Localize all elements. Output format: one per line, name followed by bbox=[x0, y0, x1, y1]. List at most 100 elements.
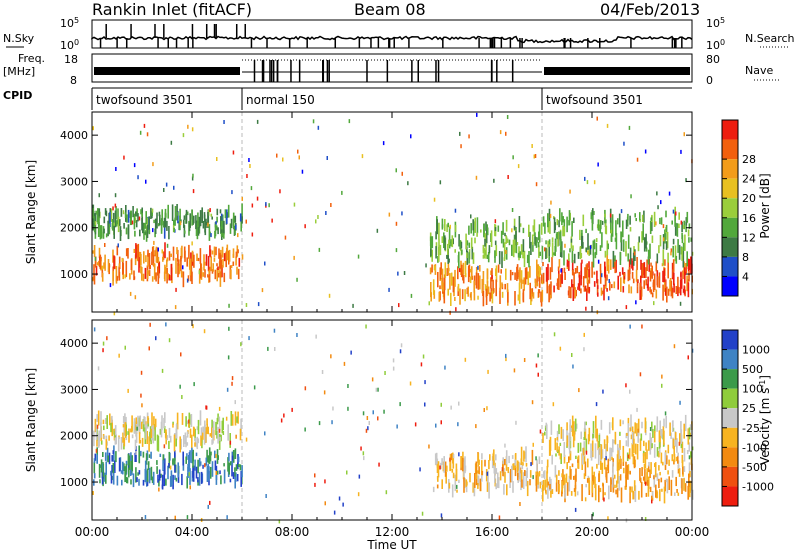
range-gate-cell bbox=[229, 223, 232, 234]
range-gate-cell bbox=[529, 231, 531, 249]
range-gate-cell bbox=[186, 278, 189, 283]
range-gate-cell bbox=[529, 479, 531, 486]
range-gate-cell bbox=[232, 248, 235, 258]
range-gate-cell bbox=[173, 227, 175, 232]
range-gate-cell bbox=[216, 157, 218, 161]
range-gate-cell bbox=[209, 245, 211, 257]
colorbar-tick-label: -25 bbox=[742, 422, 760, 435]
range-gate-cell bbox=[122, 424, 125, 428]
range-gate-cell bbox=[566, 482, 569, 496]
range-gate-cell bbox=[651, 265, 653, 279]
range-gate-cell bbox=[470, 292, 472, 301]
range-gate-cell bbox=[175, 428, 178, 439]
range-gate-cell bbox=[647, 249, 650, 265]
range-gate-cell bbox=[482, 271, 485, 285]
range-gate-cell bbox=[545, 267, 548, 282]
range-gate-cell bbox=[660, 217, 663, 225]
freq-band-2 bbox=[544, 67, 690, 75]
range-gate-cell bbox=[612, 417, 614, 431]
range-gate-cell bbox=[593, 239, 596, 250]
range-gate-cell bbox=[656, 447, 659, 457]
range-gate-cell bbox=[561, 490, 563, 497]
range-gate-cell bbox=[251, 232, 254, 237]
range-gate-cell bbox=[549, 483, 551, 490]
range-gate-cell bbox=[221, 229, 223, 233]
range-gate-cell bbox=[678, 441, 681, 446]
range-gate-cell bbox=[574, 474, 577, 490]
range-gate-cell bbox=[240, 471, 242, 487]
range-gate-cell bbox=[214, 224, 217, 237]
colorbar-swatch bbox=[722, 139, 738, 160]
range-gate-cell bbox=[655, 289, 658, 299]
range-gate-cell bbox=[472, 219, 474, 231]
range-gate-cell bbox=[639, 282, 641, 290]
range-gate-cell bbox=[642, 223, 644, 241]
range-gate-cell bbox=[237, 456, 240, 463]
range-gate-cell bbox=[511, 244, 513, 256]
range-gate-cell bbox=[681, 441, 684, 453]
range-gate-cell bbox=[216, 208, 219, 216]
range-gate-cell bbox=[198, 216, 201, 228]
range-gate-cell bbox=[532, 292, 535, 299]
range-gate-cell bbox=[218, 433, 221, 450]
range-gate-cell bbox=[99, 225, 102, 240]
range-gate-cell bbox=[617, 449, 619, 460]
range-gate-cell bbox=[612, 461, 614, 477]
range-gate-cell bbox=[597, 285, 599, 289]
range-gate-cell bbox=[237, 233, 239, 238]
range-gate-cell bbox=[232, 261, 235, 266]
range-gate-cell bbox=[591, 440, 594, 458]
range-gate-cell bbox=[202, 221, 205, 229]
range-gate-cell bbox=[597, 219, 600, 231]
range-gate-cell bbox=[645, 279, 647, 286]
range-gate-cell bbox=[585, 247, 588, 253]
range-gate-cell bbox=[463, 469, 465, 482]
range-gate-cell bbox=[204, 420, 206, 432]
range-gate-cell bbox=[664, 232, 666, 244]
range-gate-cell bbox=[223, 469, 226, 484]
range-gate-cell bbox=[162, 454, 165, 461]
range-gate-cell bbox=[560, 268, 562, 273]
range-gate-cell bbox=[673, 445, 675, 457]
range-gate-cell bbox=[606, 123, 609, 128]
range-gate-cell bbox=[204, 269, 206, 278]
range-gate-cell bbox=[664, 452, 667, 466]
range-gate-cell bbox=[632, 252, 635, 266]
x-tick-label: 20:00 bbox=[575, 525, 610, 539]
range-gate-cell bbox=[592, 512, 594, 517]
range-gate-cell bbox=[435, 423, 437, 428]
range-gate-cell bbox=[163, 470, 166, 487]
range-gate-cell bbox=[558, 220, 560, 228]
range-gate-cell bbox=[634, 485, 637, 502]
range-gate-cell bbox=[435, 246, 437, 259]
range-gate-cell bbox=[180, 352, 182, 357]
range-gate-cell bbox=[555, 239, 557, 251]
range-gate-cell bbox=[615, 233, 618, 250]
range-gate-cell bbox=[641, 263, 644, 278]
range-gate-cell bbox=[395, 221, 398, 226]
range-gate-cell bbox=[468, 252, 470, 264]
range-gate-cell bbox=[580, 431, 582, 440]
range-gate-cell bbox=[214, 269, 217, 280]
range-gate-cell bbox=[687, 229, 690, 237]
range-gate-cell bbox=[584, 285, 587, 292]
range-gate-cell bbox=[573, 272, 575, 290]
range-gate-cell bbox=[184, 230, 186, 234]
range-gate-cell bbox=[383, 409, 385, 414]
range-gate-cell bbox=[133, 163, 136, 168]
range-gate-cell bbox=[572, 245, 574, 251]
range-gate-cell bbox=[643, 262, 646, 278]
range-gate-cell bbox=[498, 251, 501, 265]
range-gate-cell bbox=[473, 482, 476, 497]
range-gate-cell bbox=[458, 401, 460, 406]
range-gate-cell bbox=[431, 249, 433, 262]
range-gate-cell bbox=[176, 412, 179, 430]
range-gate-cell bbox=[227, 457, 229, 472]
range-gate-cell bbox=[632, 260, 634, 271]
range-gate-cell bbox=[451, 484, 454, 498]
range-gate-cell bbox=[215, 471, 217, 475]
range-gate-cell bbox=[409, 381, 412, 386]
range-gate-cell bbox=[637, 279, 639, 284]
range-gate-cell bbox=[158, 211, 161, 217]
freq-label-1: Freq. bbox=[18, 52, 45, 65]
